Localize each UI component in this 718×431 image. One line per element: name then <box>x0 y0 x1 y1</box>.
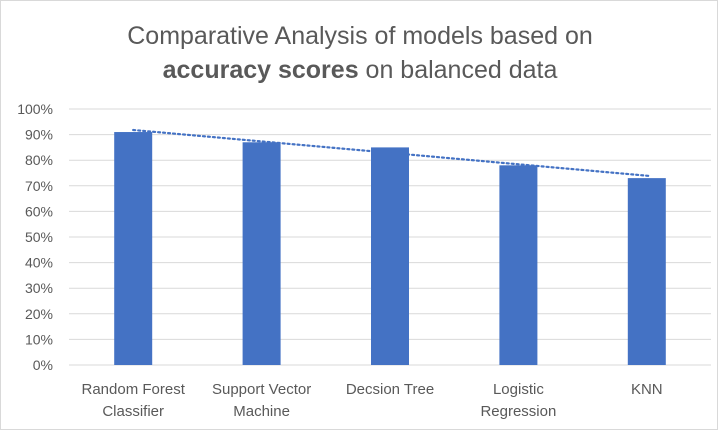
trendline <box>132 128 652 178</box>
x-category-label: Decsion Tree <box>346 381 434 398</box>
y-tick-label: 30% <box>25 280 53 296</box>
x-category-label: Logistic <box>493 381 544 398</box>
y-tick-label: 100% <box>17 101 53 117</box>
chart-title-line2: accuracy scores on balanced data <box>1 53 718 87</box>
bar <box>499 165 538 365</box>
y-tick-label: 0% <box>33 357 53 373</box>
x-category-label: Classifier <box>102 403 164 420</box>
bar <box>114 132 153 365</box>
chart-title-bold: accuracy scores <box>162 56 359 84</box>
bars <box>114 132 666 365</box>
y-axis-ticks: 0% 10% 20% 30% 40% 50% 60% 70% 80% 90% 100% <box>17 101 53 373</box>
chart-title-rest: on balanced data <box>358 56 558 84</box>
x-category-label: KNN <box>631 381 663 398</box>
x-category-label: Machine <box>233 403 290 420</box>
y-tick-label: 50% <box>25 229 53 245</box>
trendline-path <box>132 128 652 178</box>
y-tick-label: 10% <box>25 331 53 347</box>
y-tick-label: 90% <box>25 127 53 143</box>
y-tick-label: 60% <box>25 203 53 219</box>
bar <box>627 178 666 365</box>
chart-title: Comparative Analysis of models based on … <box>1 19 718 87</box>
x-category-label: Support Vector <box>212 381 311 398</box>
bar <box>371 147 409 365</box>
bar <box>242 142 281 365</box>
x-category-label: Random Forest <box>82 381 186 398</box>
y-tick-label: 70% <box>25 178 53 194</box>
x-axis-labels: Random Forest Classifier Support Vector Mac… <box>82 381 663 420</box>
x-category-label: Regression <box>480 403 556 420</box>
chart-title-line1: Comparative Analysis of models based on <box>127 22 593 50</box>
y-tick-label: 80% <box>25 152 53 168</box>
y-tick-label: 40% <box>25 255 53 271</box>
y-tick-label: 20% <box>25 306 53 322</box>
